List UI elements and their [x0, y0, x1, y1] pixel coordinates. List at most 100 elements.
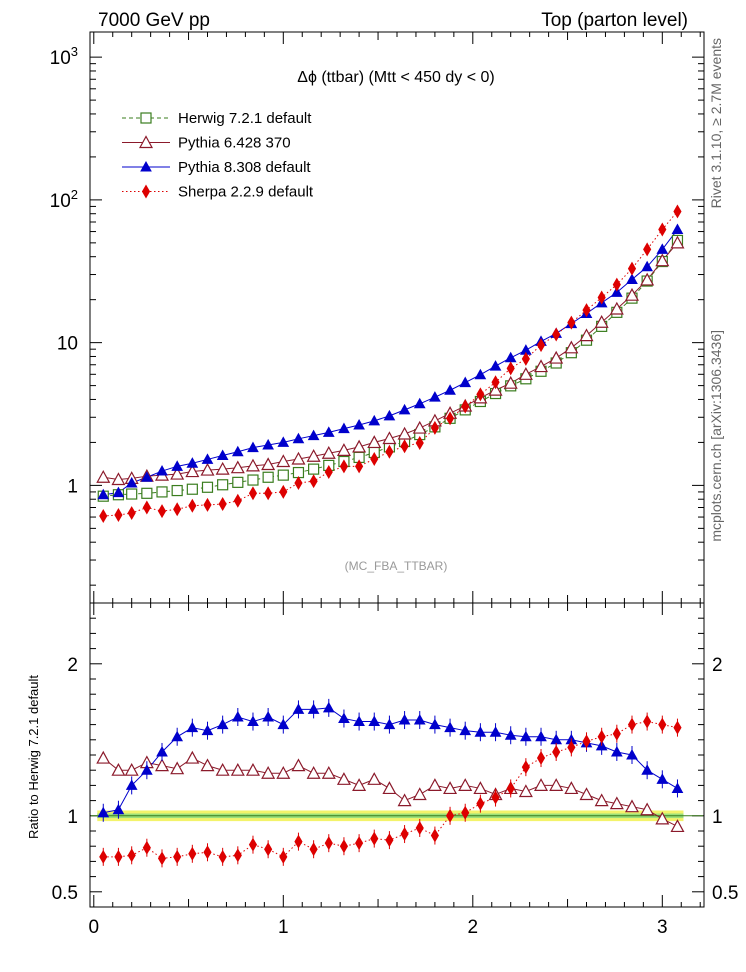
main-point: [640, 272, 655, 286]
ratio-point: [291, 758, 306, 772]
ratio-point: [171, 730, 184, 742]
main-point: [309, 474, 318, 489]
main-point: [186, 483, 198, 495]
main-point: [171, 484, 183, 497]
source-label: mcplots.cern.ch [arXiv:1306.3436]: [708, 330, 724, 542]
ratio-ytick-label: 2: [67, 655, 78, 676]
ratio-point: [549, 778, 564, 792]
main-point: [141, 487, 153, 499]
main-point: [398, 403, 411, 415]
ratio-point: [673, 720, 682, 735]
ratio-point: [216, 718, 229, 730]
main-point: [397, 426, 412, 440]
ratio-point: [536, 751, 546, 766]
ratio-point: [459, 724, 472, 736]
main-point: [400, 439, 409, 454]
main-ytick-label: 102: [50, 187, 78, 212]
ratio-point: [245, 762, 260, 776]
main-point: [488, 382, 503, 396]
ratio-point: [489, 726, 502, 737]
main-point: [382, 431, 397, 445]
main-point: [626, 273, 638, 284]
ratio-point: [412, 787, 427, 801]
legend-marker: [140, 160, 152, 172]
main-point: [491, 375, 500, 390]
main-point: [156, 486, 168, 498]
main-point: [201, 453, 214, 464]
header-right: Top (parton level): [541, 10, 688, 31]
xtick-label: 1: [278, 917, 289, 938]
ratio-point: [640, 802, 655, 816]
ratio-point: [127, 848, 136, 863]
ratio-point: [247, 715, 259, 727]
ratio-point: [461, 805, 470, 820]
ratio-point: [370, 831, 379, 846]
ratio-point: [277, 718, 290, 730]
main-point: [200, 462, 215, 476]
main-point: [261, 457, 276, 471]
main-point: [324, 465, 333, 480]
main-point: [336, 443, 351, 456]
legend-label: Pythia 8.308 default: [178, 159, 311, 176]
main-point: [534, 359, 549, 373]
main-point: [247, 441, 259, 453]
ratio-ytick-label: 1: [67, 807, 78, 828]
ratio-point: [627, 717, 637, 732]
main-point: [641, 260, 653, 272]
main-point: [218, 497, 227, 512]
main-ytick-label: 103: [50, 44, 78, 69]
ratio-point: [321, 765, 336, 779]
ratio-point: [427, 778, 442, 792]
ratio-point: [261, 765, 276, 779]
ratio-point: [443, 781, 458, 795]
ratio-point: [215, 762, 230, 776]
main-point: [504, 351, 517, 363]
main-point: [186, 457, 199, 468]
ratio-ylabel: Ratio to Herwig 7.2.1 default: [26, 675, 41, 839]
main-point: [412, 420, 427, 434]
ratio-point: [564, 781, 579, 795]
header-left: 7000 GeV pp: [98, 10, 210, 31]
ratio-point: [324, 836, 333, 851]
ratio-point: [385, 833, 394, 848]
main-point: [549, 350, 564, 364]
ratio-point: [262, 710, 274, 722]
ratio-point: [157, 851, 167, 866]
main-point: [518, 367, 533, 380]
ratio-point: [473, 781, 488, 795]
ratio-point: [173, 849, 182, 864]
main-point: [352, 439, 367, 453]
main-point: [201, 481, 214, 493]
main-point: [367, 435, 382, 449]
ratio-point: [658, 717, 667, 732]
ratio-point: [339, 839, 349, 854]
main-point: [338, 422, 350, 434]
ratio-point: [671, 782, 684, 793]
main-point: [430, 420, 439, 435]
main-point: [188, 498, 197, 513]
main-point: [385, 444, 394, 459]
main-point: [474, 368, 487, 380]
main-ytick-label: 1: [67, 476, 78, 497]
ratio-point: [309, 842, 318, 857]
main-point: [276, 454, 291, 468]
main-point: [673, 204, 682, 219]
main-point: [567, 315, 576, 330]
ratio-point: [368, 715, 381, 727]
main-point: [99, 509, 108, 524]
legend: Herwig 7.2.1 default Pythia 6.428 370 Pyth…: [122, 110, 314, 201]
main-point: [610, 286, 623, 297]
ratio-point: [670, 819, 685, 833]
main-point: [308, 463, 320, 475]
ratio-point: [201, 724, 214, 736]
ratio-point: [353, 715, 365, 727]
ratio-point: [306, 765, 321, 779]
main-point: [127, 506, 136, 521]
watermark: (MC_FBA_TTBAR): [345, 559, 448, 573]
main-point: [429, 391, 441, 402]
ratio-point: [624, 799, 639, 813]
legend-label: Pythia 6.428 370: [178, 135, 291, 152]
main-series: [96, 204, 685, 524]
ratio-ytick-label-right: 0.5: [712, 883, 738, 904]
main-point: [262, 471, 274, 483]
